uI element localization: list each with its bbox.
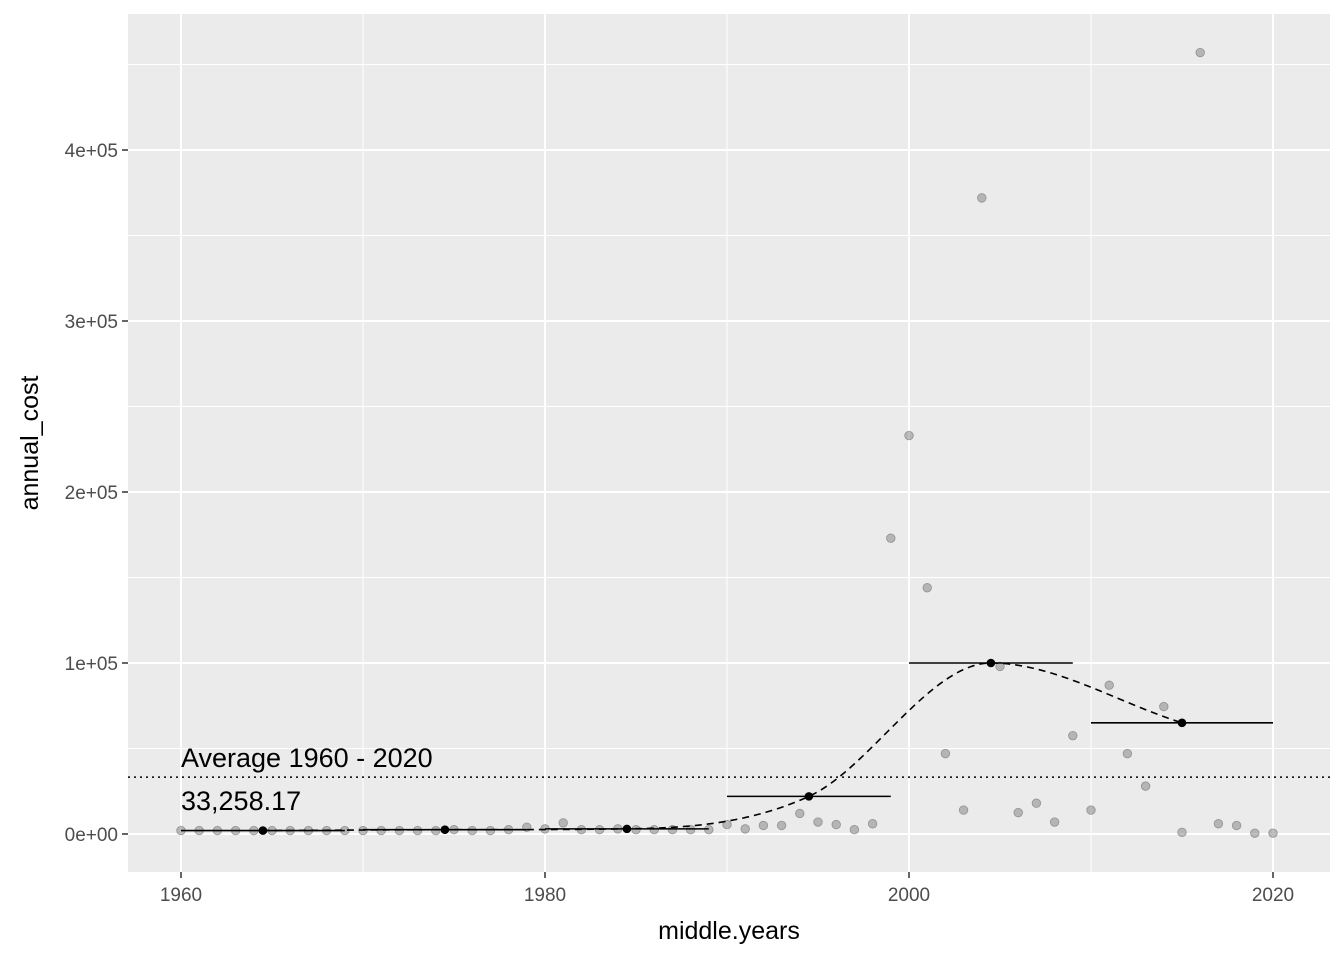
data-point	[1068, 730, 1078, 741]
decade-mean-point	[622, 824, 632, 834]
minor-gridlines	[128, 14, 1330, 872]
data-point	[1231, 820, 1242, 831]
decade-mean-point	[440, 825, 450, 835]
y-tick-label: 3e+05	[65, 312, 118, 333]
data-point	[977, 193, 987, 203]
decade-mean-point	[258, 826, 268, 835]
data-point	[1104, 680, 1114, 690]
data-point	[1213, 819, 1224, 829]
data-point	[849, 825, 860, 835]
decade-mean-points	[258, 658, 1187, 835]
x-axis-ticks: 1960 1980 2000 2020	[160, 872, 1294, 906]
data-point	[558, 818, 568, 828]
data-point	[758, 820, 769, 831]
y-tick-label: 2e+05	[65, 483, 118, 504]
plot-panel	[128, 14, 1330, 872]
decade-mean-point	[804, 792, 814, 801]
y-axis-ticks: 0e+00 1e+05 2e+05 3e+05 4e+05	[65, 141, 128, 846]
x-axis-title: middle.years	[658, 917, 800, 945]
x-tick-label: 2020	[1252, 885, 1294, 906]
data-point	[1250, 828, 1260, 838]
annotation-average-value: 33,258.17	[181, 786, 301, 816]
data-point	[1013, 807, 1023, 818]
data-point	[1195, 47, 1205, 58]
data-point	[1177, 827, 1187, 837]
data-point	[1159, 701, 1169, 712]
data-point	[740, 824, 750, 834]
data-point	[940, 748, 951, 759]
data-point	[904, 430, 914, 441]
x-tick-label: 2000	[888, 885, 930, 906]
data-point	[1049, 817, 1060, 827]
y-tick-label: 1e+05	[65, 654, 118, 675]
y-tick-label: 4e+05	[65, 141, 118, 162]
data-point	[412, 825, 423, 836]
data-point	[1086, 805, 1096, 815]
data-point	[958, 805, 969, 815]
data-point	[776, 820, 787, 831]
data-point	[886, 533, 896, 543]
annotation-average-label: Average 1960 - 2020	[181, 743, 433, 773]
data-point	[1268, 828, 1278, 838]
data-point	[1140, 781, 1151, 791]
x-tick-label: 1980	[524, 885, 566, 906]
data-point	[831, 819, 841, 830]
data-point	[813, 817, 823, 827]
y-axis-title: annual_cost	[16, 376, 44, 511]
data-point	[631, 825, 641, 835]
data-point	[467, 825, 477, 836]
data-point	[722, 819, 732, 830]
decade-mean-point	[986, 658, 996, 668]
data-point	[922, 583, 932, 593]
data-point	[649, 825, 659, 835]
data-point	[1122, 748, 1133, 759]
major-gridlines	[128, 14, 1330, 872]
x-tick-label: 1960	[160, 885, 202, 906]
y-tick-label: 0e+00	[65, 825, 118, 846]
data-point	[485, 825, 496, 836]
data-point	[867, 819, 878, 829]
data-point	[685, 825, 696, 835]
trend-dashed-line	[262, 662, 1183, 832]
data-point	[995, 661, 1005, 672]
data-point	[431, 825, 441, 836]
data-point	[704, 825, 714, 835]
data-point	[1031, 798, 1042, 808]
data-point	[795, 808, 805, 819]
decade-mean-point	[1177, 718, 1187, 728]
